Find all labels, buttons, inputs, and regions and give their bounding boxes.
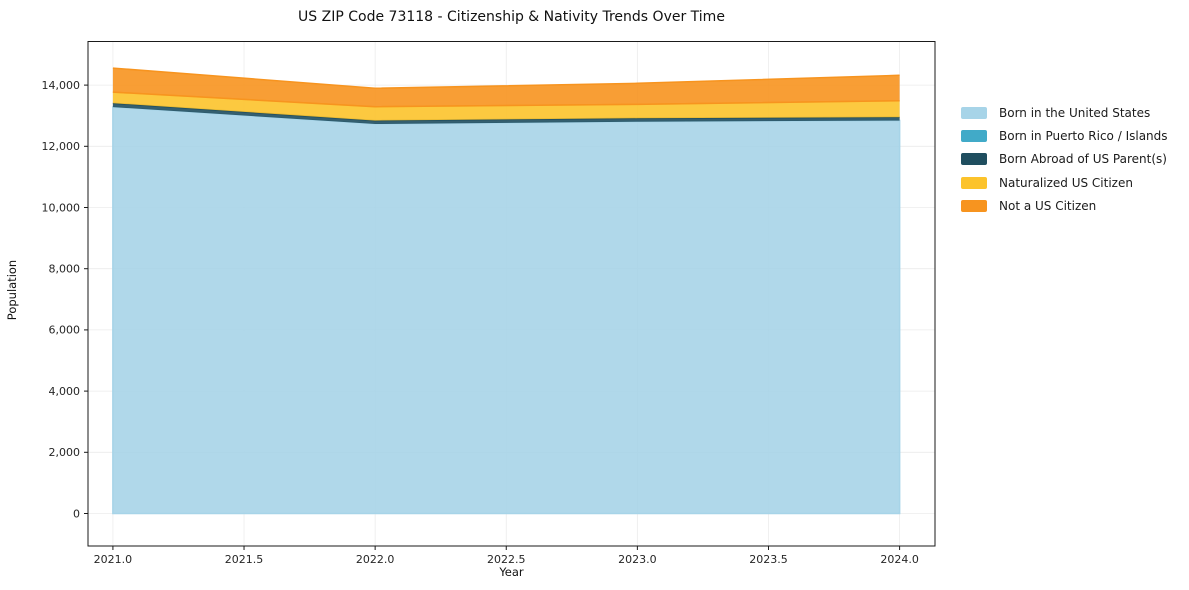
- x-axis-label: Year: [499, 565, 524, 579]
- legend-swatch-icon: [961, 106, 987, 119]
- legend-label: Born Abroad of US Parent(s): [999, 152, 1167, 167]
- x-tick-label: 2021.5: [225, 553, 264, 566]
- legend-swatch-icon: [961, 200, 987, 213]
- y-tick-label: 6,000: [49, 324, 81, 337]
- x-tick-label: 2022.5: [487, 553, 526, 566]
- area-3: [112, 92, 900, 121]
- legend-item: Born in the United States: [961, 101, 1168, 124]
- legend-label: Not a US Citizen: [999, 199, 1097, 214]
- x-tick-label: 2023.5: [749, 553, 788, 566]
- legend-swatch-icon: [961, 130, 987, 143]
- y-tick-label: 10,000: [42, 201, 81, 214]
- area-4: [112, 68, 900, 107]
- legend-item: Born in Puerto Rico / Islands: [961, 124, 1168, 147]
- area-0: [112, 107, 900, 514]
- legend-item: Not a US Citizen: [961, 195, 1168, 218]
- chart-title: US ZIP Code 73118 - Citizenship & Nativi…: [298, 9, 725, 25]
- area-bottom-edge-4: [112, 91, 900, 108]
- y-tick-label: 14,000: [42, 79, 81, 92]
- legend-label: Naturalized US Citizen: [999, 175, 1133, 190]
- area-edge-4: [112, 67, 900, 90]
- legend-item: Naturalized US Citizen: [961, 171, 1168, 194]
- legend-label: Born in the United States: [999, 105, 1151, 120]
- x-tick-label: 2024.0: [880, 553, 919, 566]
- legend: Born in the United States Born in Puerto …: [961, 101, 1168, 218]
- y-tick-label: 0: [73, 507, 80, 520]
- y-tick-label: 8,000: [49, 263, 81, 276]
- x-tick-label: 2023.0: [618, 553, 657, 566]
- y-tick-label: 2,000: [49, 446, 81, 459]
- y-tick-label: 4,000: [49, 385, 81, 398]
- legend-swatch-icon: [961, 176, 987, 189]
- x-tick-label: 2022.0: [356, 553, 395, 566]
- x-tick-label: 2021.0: [94, 553, 133, 566]
- legend-swatch-icon: [961, 153, 987, 166]
- y-tick-label: 12,000: [42, 140, 81, 153]
- legend-label: Born in Puerto Rico / Islands: [999, 129, 1168, 144]
- area-2: [112, 103, 900, 124]
- legend-item: Born Abroad of US Parent(s): [961, 148, 1168, 171]
- plot-border: [87, 41, 936, 547]
